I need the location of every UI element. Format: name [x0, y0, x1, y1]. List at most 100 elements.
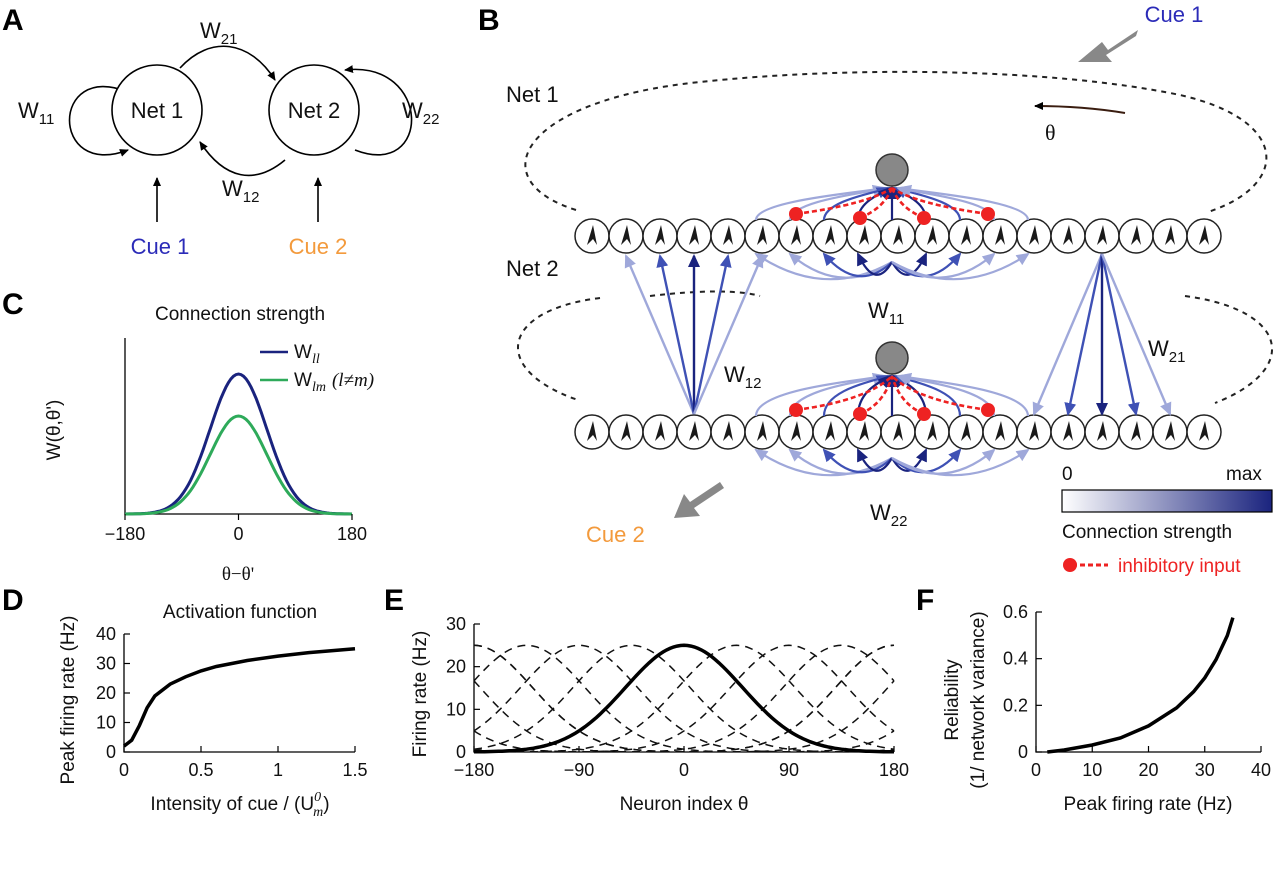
readout-feed-arrow-2 [898, 372, 1030, 417]
theta-direction-arrow [1034, 102, 1126, 114]
panel-e: E −180 −90 0 90 180 0 10 20 30 Firing rate (Hz) Ne… [384, 584, 909, 815]
net2-neuron [608, 414, 644, 450]
e-xtick-label: 180 [879, 760, 909, 780]
c-series-1 [125, 414, 352, 516]
cue2-gray-arrow [674, 482, 724, 518]
net1-neuron [880, 218, 916, 254]
net1-neuron [778, 218, 814, 254]
c-xtick-label: 0 [233, 524, 243, 544]
e-dashed-curve [473, 644, 895, 753]
w12-arrow [692, 254, 764, 415]
f-ylabel: Reliability [942, 659, 963, 741]
f-ytick-label: 0 [1018, 742, 1028, 762]
w22-loop-arrow [344, 65, 413, 156]
e-xtick-label: 0 [679, 760, 689, 780]
e-ytick-label: 30 [446, 614, 466, 634]
net2-neuron [778, 414, 814, 450]
recurrent-arrow-2 [788, 448, 893, 475]
w11-loop-arrow [68, 85, 129, 157]
d-title: Activation function [163, 602, 317, 623]
net1-neuron [812, 218, 848, 254]
net2-neuron [1186, 414, 1222, 450]
net2-node [268, 64, 360, 156]
net2-neuron [710, 414, 746, 450]
b-cue1-label: Cue 1 [1145, 2, 1204, 27]
panel-f: F 0 10 20 30 40 0 0.2 0.4 0.6 Reliability (1/ netw… [916, 584, 1271, 815]
net1-ring [524, 70, 1268, 213]
b-net2-label: Net 2 [506, 256, 559, 281]
d-xtick-label: 1 [273, 760, 283, 780]
net2-neuron [574, 414, 610, 450]
net2-neuron [914, 414, 950, 450]
e-axes [473, 624, 894, 753]
net2-neuron [1050, 414, 1086, 450]
recurrent-arrow-2 [754, 448, 893, 477]
net1-neuron [642, 218, 678, 254]
recurrent-arrow-1 [857, 252, 893, 276]
f-ytick-label: 0.6 [1003, 602, 1028, 622]
net1-neuron [1118, 218, 1154, 254]
d-ytick-label: 40 [96, 624, 116, 644]
d-ytick-label: 20 [96, 683, 116, 703]
w11-label: W11 [18, 98, 54, 128]
w12-arrow [624, 254, 696, 415]
d-ytick-label: 30 [96, 654, 116, 674]
net2-neuron [1118, 414, 1154, 450]
cue1-label: Cue 1 [131, 234, 190, 259]
c-xticks: −180 0 180 [105, 514, 367, 544]
net2-neuron [1084, 414, 1120, 450]
f-ylabel2: (1/ network variance) [968, 611, 989, 788]
net1-neuron [1050, 218, 1086, 254]
e-xtick-label: 90 [779, 760, 799, 780]
panel-letter-e: E [384, 584, 404, 617]
d-xtick-label: 0.5 [188, 760, 213, 780]
net2-neuron [1152, 414, 1188, 450]
e-dashed-curve [473, 644, 895, 753]
f-ytick-label: 0.2 [1003, 695, 1028, 715]
e-xtick-label: −90 [564, 760, 595, 780]
f-xtick-label: 0 [1031, 760, 1041, 780]
net2-readout-neuron [875, 341, 909, 375]
net1-neuron [948, 218, 984, 254]
inhibitory-dot-2 [853, 407, 867, 421]
e-xlabel: Neuron index θ [620, 794, 749, 815]
w21-arrow [179, 45, 276, 81]
net1-neuron [914, 218, 950, 254]
net2-ring-left [517, 297, 601, 401]
e-dashed-curve [473, 644, 895, 753]
w21-arrow [1064, 253, 1104, 416]
cue2-label: Cue 2 [289, 234, 348, 259]
d-ytick-label: 10 [96, 713, 116, 733]
theta-label: θ [1045, 120, 1056, 145]
net2-ring-top [649, 290, 761, 297]
net2-neuron [812, 414, 848, 450]
e-ytick-label: 10 [446, 699, 466, 719]
d-ylabel: Peak firing rate (Hz) [58, 616, 79, 785]
net1-label: Net 1 [131, 98, 184, 123]
readout-feed-arrow-1 [898, 184, 1030, 221]
neuron-rows [574, 218, 1222, 450]
net1-neuron [574, 218, 610, 254]
net1-neuron [710, 218, 746, 254]
e-dashed-curve [473, 644, 895, 753]
colorbar [1061, 489, 1273, 513]
colorbar-label: Connection strength [1062, 522, 1232, 543]
b-net1-label: Net 1 [506, 82, 559, 107]
panel-a: A Net 1 Net 2 W11 W21 W12 W22 Cue 1 Cue … [2, 4, 439, 259]
e-ytick-label: 0 [456, 742, 466, 762]
net2-neuron [744, 414, 780, 450]
recurrent-arrow-1 [788, 252, 893, 279]
f-xtick-label: 20 [1138, 760, 1158, 780]
recurrent-arrow-2 [891, 448, 1030, 477]
d-plot: 0 0.5 1 1.5 0 10 20 30 40 Peak firing rate (Hz) In… [58, 616, 368, 820]
e-ytick-label: 20 [446, 657, 466, 677]
w21-arrow [1100, 253, 1140, 416]
net1-neuron [1152, 218, 1188, 254]
inhibitory-legend-label: inhibitory input [1118, 556, 1241, 577]
f-xlabel: Peak firing rate (Hz) [1064, 794, 1233, 815]
c-curves [124, 372, 353, 516]
f-xtick-label: 30 [1195, 760, 1215, 780]
f-ytick-label: 0.4 [1003, 649, 1028, 669]
net1-neuron [1186, 218, 1222, 254]
